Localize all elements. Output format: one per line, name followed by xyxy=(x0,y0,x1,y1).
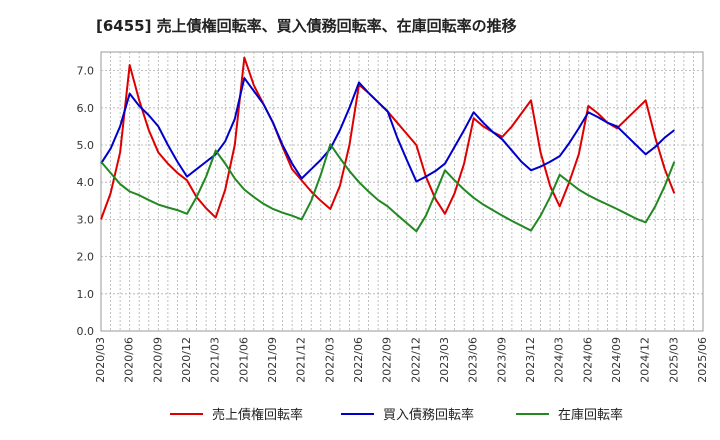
x-tick-label: 2022/03 xyxy=(323,337,336,383)
x-tick-label: 2023/06 xyxy=(467,337,480,383)
x-tick-label: 2023/03 xyxy=(438,337,451,383)
legend-label-2: 買入債務回転率 xyxy=(383,407,474,423)
x-tick-label: 2025/03 xyxy=(667,337,680,383)
x-tick-label: 2020/03 xyxy=(94,337,107,383)
x-tick-label: 2024/09 xyxy=(610,337,623,383)
x-tick-label: 2020/06 xyxy=(123,337,136,383)
x-axis: 2020/03 2020/06 2020/09 2020/12 2021/03 2021/… xyxy=(94,337,709,383)
y-tick-label: 4.0 xyxy=(77,176,95,189)
x-tick-label: 2024/06 xyxy=(581,337,594,383)
x-tick-label: 2022/09 xyxy=(381,337,394,383)
x-tick-label: 2022/06 xyxy=(352,337,365,383)
y-tick-label: 1.0 xyxy=(77,288,95,301)
x-tick-label: 2021/06 xyxy=(237,337,250,383)
y-tick-label: 0.0 xyxy=(77,325,95,338)
x-tick-label: 2020/09 xyxy=(151,337,164,383)
x-tick-label: 2024/12 xyxy=(639,337,652,383)
chart-title: [6455] 売上債権回転率、買入債務回転率、在庫回転率の推移 xyxy=(96,17,517,35)
x-tick-label: 2025/06 xyxy=(696,337,709,383)
x-tick-label: 2021/12 xyxy=(295,337,308,383)
y-tick-label: 3.0 xyxy=(77,213,95,226)
plot-area xyxy=(100,51,704,332)
series-lines xyxy=(100,56,676,233)
y-tick-label: 2.0 xyxy=(77,251,95,264)
y-axis: 0.0 1.0 2.0 3.0 4.0 5.0 6.0 7.0 xyxy=(77,65,95,338)
x-tick-label: 2021/03 xyxy=(209,337,222,383)
y-tick-label: 7.0 xyxy=(77,65,95,78)
y-tick-label: 5.0 xyxy=(77,139,95,152)
x-tick-label: 2024/03 xyxy=(553,337,566,383)
x-tick-label: 2023/12 xyxy=(524,337,537,383)
series-line-2 xyxy=(100,77,675,183)
series-line-3 xyxy=(100,143,676,233)
x-tick-label: 2023/09 xyxy=(495,337,508,383)
legend-label-3: 在庫回転率 xyxy=(558,407,623,423)
x-tick-label: 2020/12 xyxy=(180,337,193,383)
x-tick-label: 2022/12 xyxy=(409,337,422,383)
legend-label-1: 売上債権回転率 xyxy=(212,407,303,423)
grid xyxy=(101,52,703,331)
legend: 売上債権回転率 買入債務回転率 在庫回転率 xyxy=(170,407,623,423)
x-tick-label: 2021/09 xyxy=(266,337,279,383)
y-tick-label: 6.0 xyxy=(77,102,95,115)
